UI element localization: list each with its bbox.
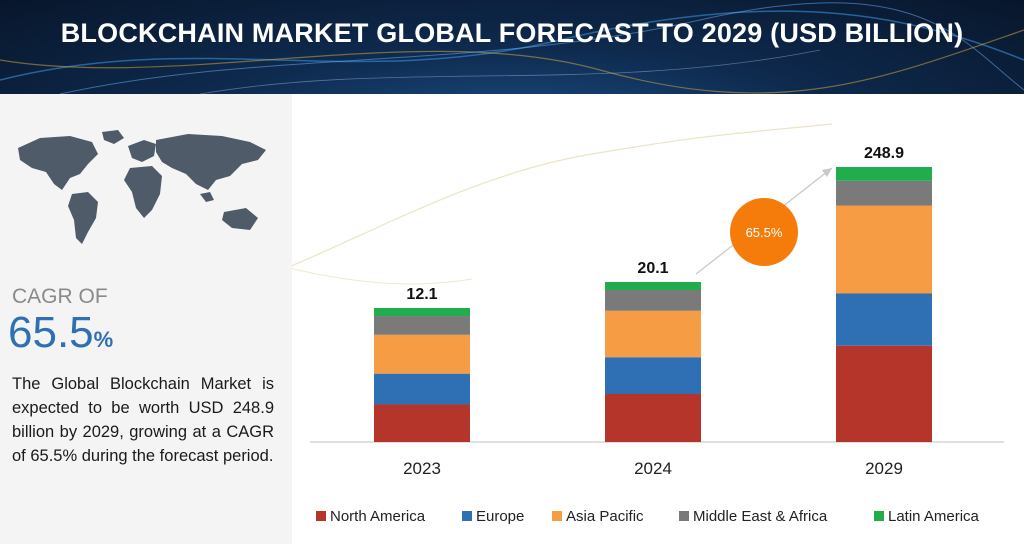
legend-label-latin-america: Latin America <box>888 508 980 525</box>
legend-swatch-europe <box>462 511 472 521</box>
bar-segment-2023-europe <box>374 373 470 405</box>
bar-segment-2024-europe <box>605 357 701 394</box>
cagr-percent-sign: % <box>93 327 114 352</box>
market-description: The Global Blockchain Market is expected… <box>12 375 274 465</box>
legend-label-asia-pacific: Asia Pacific <box>566 508 644 525</box>
banner-background-lines <box>0 2 1024 94</box>
bar-segment-2023-asia-pacific <box>374 334 470 374</box>
x-tick-label-2029: 2029 <box>865 459 903 478</box>
world-map-icon <box>18 130 266 244</box>
chart-title: BLOCKCHAIN MARKET GLOBAL FORECAST TO 202… <box>60 18 964 48</box>
stacked-bar-chart: 12.1 2023 20.1 2024 248.9 2029 North America E… <box>292 123 1004 525</box>
legend-swatch-middle-east-africa <box>679 511 689 521</box>
bar-segment-2029-north-america <box>836 345 932 442</box>
bar-total-label-2024: 20.1 <box>637 260 668 277</box>
decorative-swoosh <box>292 123 833 267</box>
bar-total-label-2023: 12.1 <box>406 286 437 303</box>
bar-segment-2024-latin-america <box>605 282 701 290</box>
bar-segment-2023-middle-east-africa <box>374 316 470 335</box>
bar-segment-2029-asia-pacific <box>836 205 932 294</box>
bar-segment-2024-middle-east-africa <box>605 290 701 311</box>
legend-label-europe: Europe <box>476 508 524 525</box>
cagr-bubble <box>730 198 798 266</box>
x-tick-label-2023: 2023 <box>403 459 441 478</box>
bar-segment-2029-middle-east-africa <box>836 180 932 206</box>
legend-swatch-north-america <box>316 511 326 521</box>
bar-segment-2023-north-america <box>374 404 470 442</box>
bar-segment-2029-latin-america <box>836 167 932 181</box>
x-tick-label-2024: 2024 <box>634 459 672 478</box>
bar-segment-2029-europe <box>836 293 932 346</box>
cagr-bubble-label: 65.5% <box>746 225 783 240</box>
cagr-value: 65.5% <box>8 308 113 358</box>
bar-total-label-2029: 248.9 <box>864 145 904 162</box>
cagr-trend-arrowhead <box>822 168 832 177</box>
cagr-number: 65.5 <box>8 308 94 357</box>
bar-segment-2024-asia-pacific <box>605 310 701 358</box>
legend-swatch-latin-america <box>874 511 884 521</box>
bar-segment-2024-north-america <box>605 394 701 442</box>
cagr-label: CAGR OF <box>12 285 108 308</box>
legend-label-middle-east-africa: Middle East & Africa <box>693 508 828 525</box>
decorative-swoosh-2 <box>292 268 473 285</box>
bar-segment-2023-latin-america <box>374 308 470 317</box>
legend-swatch-asia-pacific <box>552 511 562 521</box>
legend-label-north-america: North America <box>330 508 426 525</box>
title-banner: BLOCKCHAIN MARKET GLOBAL FORECAST TO 202… <box>0 0 1024 94</box>
